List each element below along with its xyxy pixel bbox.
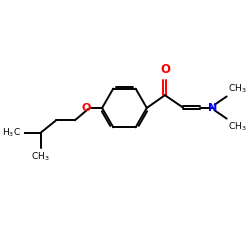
- Text: H$_3$C: H$_3$C: [2, 126, 21, 139]
- Text: O: O: [160, 63, 170, 76]
- Text: CH$_3$: CH$_3$: [228, 82, 247, 95]
- Text: CH$_3$: CH$_3$: [228, 120, 247, 133]
- Text: N: N: [208, 102, 218, 113]
- Text: O: O: [81, 103, 90, 113]
- Text: CH$_3$: CH$_3$: [32, 150, 50, 163]
